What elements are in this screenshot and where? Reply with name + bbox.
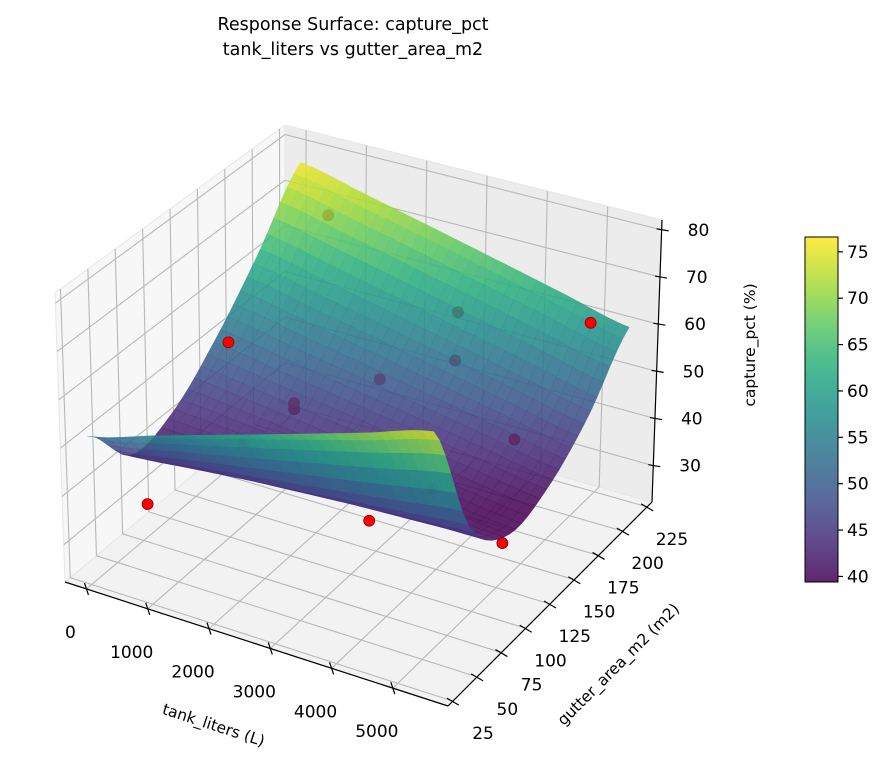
x-tick [145,602,151,615]
colorbar-tick-label: 60 [847,382,869,402]
grid-line-z-wall [55,134,286,304]
y-tick [519,624,533,633]
y-tick [567,576,581,585]
z-tick [654,275,668,279]
colorbar-tick-label: 75 [847,243,869,263]
grid-line-y-wall [59,288,71,578]
y-tick [592,551,605,560]
colorbar-tick-label: 65 [847,336,869,356]
y-tick-label: 150 [583,603,615,623]
colorbar-tick-label: 55 [847,428,869,448]
x-axis-label: tank_liters (L) [160,700,267,751]
grid-line-y-floor [174,489,551,605]
colorbar-tick-label: 40 [847,567,869,587]
y-tick [543,600,557,609]
y-tick-label: 125 [559,627,591,647]
z-tick [649,416,663,421]
colorbar-gradient [804,236,839,583]
z-axis-label: capture_pct (%) [741,283,760,406]
grid-line-y-wall [87,268,97,556]
x-tick-label: 3000 [233,682,276,702]
plot-area [87,161,630,550]
z-tick [656,228,669,232]
x-tick-label: 4000 [294,702,337,722]
grid-line-y-floor [148,511,526,629]
z-tick-label: 50 [683,362,705,382]
grid-line-y-wall [142,228,150,512]
chart-title-line-1: Response Surface: capture_pct [217,15,488,35]
y-tick [640,503,654,512]
chart-title-line-2: tank_liters vs gutter_area_m2 [223,40,483,60]
z-tick [653,322,666,326]
x-tick [328,662,335,675]
y-tick [470,673,484,682]
grid-line-y-floor [122,533,502,654]
y-axis-label: gutter_area_m2 (m2) [554,600,684,730]
x-tick-label: 2000 [171,663,214,683]
y-tick-label: 100 [534,651,566,671]
y-tick-label: 175 [607,578,639,598]
data-point [141,498,154,510]
y-tick [446,697,460,706]
y-tick-label: 50 [497,700,519,720]
z-tick-label: 40 [681,410,703,430]
data-point [222,336,235,349]
z-tick [648,464,661,468]
z-tick-label: 60 [684,315,706,335]
colorbar-tick-label: 50 [847,475,869,495]
x-tick [206,622,212,635]
grid-line-z-wall [56,179,286,352]
x-tick-label: 1000 [110,643,153,663]
data-point [363,514,376,527]
x-tick-label: 5000 [355,722,398,742]
grid-line-y-wall [114,248,124,534]
x-axis-line [64,581,449,707]
y-tick [616,527,630,536]
y-tick-label: 200 [631,554,663,574]
grid-line-z-back [284,134,662,231]
colorbar-tick-label: 70 [847,289,869,309]
x-tick [390,681,396,695]
grid-line-y-floor [96,555,478,678]
y-tick-label: 25 [472,724,494,744]
y-tick [495,649,508,658]
data-point [584,316,597,329]
y-tick-label: 225 [656,530,688,550]
z-tick-label: 70 [686,268,708,288]
colorbar-tick-label: 45 [847,521,869,541]
z-tick [651,369,664,373]
grid-line-y-floor [70,577,454,702]
colorbar: 40 45 50 55 60 65 70 75 [804,236,869,587]
grid-line-y-floor [201,467,575,581]
z-tick-label: 30 [679,457,701,477]
surface-facet [422,430,441,441]
x-tick-label: 0 [65,623,76,643]
z-axis-line [651,219,663,503]
grid-line-z-wall [58,225,286,401]
x-tick [83,582,90,596]
x-tick [267,642,273,655]
y-tick-label: 75 [521,676,543,696]
z-tick-label: 80 [688,221,710,241]
